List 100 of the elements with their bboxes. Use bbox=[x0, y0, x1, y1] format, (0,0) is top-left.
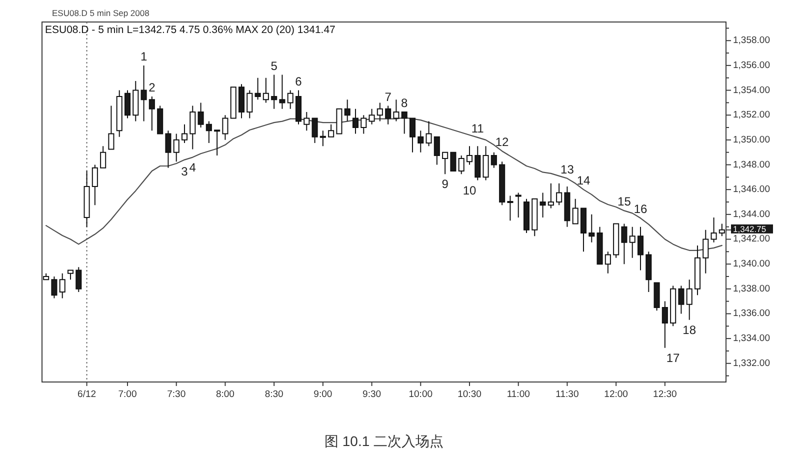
candlestick bbox=[662, 300, 668, 348]
value-label: 3 bbox=[181, 164, 188, 179]
candlestick bbox=[450, 152, 456, 172]
candlestick bbox=[206, 120, 212, 144]
x-tick-label: 12:30 bbox=[653, 389, 677, 400]
chart-subtitle: ESU08.D - 5 min L=1342.75 4.75 0.36% MAX 20 (20) 1341.47 bbox=[45, 24, 336, 36]
candlestick bbox=[694, 244, 701, 296]
x-tick-label: 8:30 bbox=[264, 389, 284, 400]
value-label: 18 bbox=[682, 322, 696, 337]
value-label: 13 bbox=[560, 162, 574, 176]
candlestick bbox=[271, 74, 278, 110]
candlestick bbox=[466, 146, 473, 166]
candlestick bbox=[312, 118, 318, 144]
candlestick bbox=[295, 90, 302, 125]
candlestick bbox=[532, 198, 538, 237]
candlestick bbox=[76, 266, 82, 292]
candlestick bbox=[686, 279, 692, 320]
candlestick bbox=[344, 99, 350, 122]
caption: 图 10.1 二次入场点 bbox=[324, 433, 444, 449]
candlestick bbox=[100, 146, 106, 168]
y-tick-label: 1,358.00 bbox=[733, 35, 770, 46]
candlestick bbox=[548, 182, 554, 209]
value-label: 2 bbox=[148, 80, 156, 94]
value-label: 11 bbox=[471, 121, 484, 136]
candlestick bbox=[116, 90, 122, 138]
candlestick bbox=[637, 226, 644, 271]
candlestick bbox=[84, 170, 90, 228]
value-label: 16 bbox=[634, 202, 648, 216]
x-tick-label: 12:00 bbox=[604, 389, 628, 400]
candlestick bbox=[670, 285, 676, 327]
x-tick-label: 6/12 bbox=[78, 389, 96, 400]
value-label: 6 bbox=[295, 74, 302, 88]
value-label: 14 bbox=[576, 174, 590, 188]
candlestick bbox=[556, 182, 562, 206]
x-tick-label: 8:00 bbox=[216, 389, 234, 400]
candlestick bbox=[393, 99, 400, 122]
y-tick-label: 1,334.00 bbox=[733, 333, 770, 344]
candlestick bbox=[304, 112, 310, 132]
candlestick bbox=[59, 272, 66, 299]
candlestick bbox=[710, 217, 717, 243]
candlestick bbox=[580, 208, 587, 252]
candlestick bbox=[499, 161, 506, 206]
y-tick-label: 1,350.00 bbox=[733, 134, 770, 146]
candlestick bbox=[426, 120, 432, 147]
candlestick bbox=[507, 195, 514, 222]
value-label: 7 bbox=[384, 90, 392, 104]
candlestick bbox=[523, 198, 530, 234]
candlestick bbox=[157, 105, 164, 134]
y-tick-label: 1,352.00 bbox=[733, 110, 770, 121]
x-tick-label: 7:00 bbox=[118, 389, 137, 400]
candlestick bbox=[434, 136, 440, 166]
y-tick-label: 1,342.00 bbox=[733, 234, 770, 245]
candlestick bbox=[124, 90, 131, 119]
candlestick bbox=[474, 146, 481, 181]
candlestick bbox=[564, 186, 570, 228]
candlestick bbox=[385, 105, 392, 125]
candlestick bbox=[401, 112, 408, 134]
candlestick bbox=[148, 96, 155, 132]
y-tick-label: 1,340.00 bbox=[733, 258, 770, 270]
candlestick bbox=[596, 226, 603, 265]
value-label: 9 bbox=[442, 177, 448, 192]
y-tick-label: 1,356.00 bbox=[733, 60, 770, 71]
candlestick bbox=[515, 192, 522, 218]
y-tick-label: 1,346.00 bbox=[733, 184, 770, 196]
candlestick bbox=[482, 146, 489, 181]
y-tick-label: 1,354.00 bbox=[733, 84, 770, 96]
candlestick bbox=[352, 108, 359, 134]
candlestick bbox=[458, 154, 464, 175]
candlestick bbox=[702, 229, 709, 274]
y-tick-label: 1,336.00 bbox=[733, 308, 770, 320]
candlestick bbox=[67, 270, 74, 280]
candlestick bbox=[190, 105, 196, 150]
candlestick bbox=[629, 226, 636, 258]
candlestick bbox=[51, 276, 58, 299]
candlestick bbox=[572, 198, 578, 224]
x-tick-label: 10:30 bbox=[458, 389, 482, 400]
candlestick bbox=[368, 108, 375, 125]
candlestick bbox=[678, 285, 684, 314]
candlestick bbox=[92, 164, 98, 206]
value-label: 12 bbox=[495, 135, 509, 150]
candlestick bbox=[181, 124, 188, 144]
candlestick bbox=[230, 86, 236, 119]
candlestick bbox=[214, 130, 220, 156]
candlestick bbox=[588, 214, 595, 243]
x-tick-label: 9:30 bbox=[362, 389, 382, 400]
x-tick-label: 7:30 bbox=[167, 389, 186, 400]
candlestick bbox=[238, 84, 245, 119]
candlestick bbox=[490, 152, 497, 168]
chart-title: ESU08.D 5 min Sep 2008 bbox=[52, 8, 150, 18]
candlestick bbox=[442, 152, 448, 175]
y-tick-label: 1,338.00 bbox=[733, 283, 770, 294]
candlestick bbox=[279, 74, 286, 110]
y-tick-label: 1,342.75 bbox=[733, 224, 766, 234]
candlestick bbox=[165, 130, 172, 168]
candlestick bbox=[132, 80, 139, 122]
candlestick bbox=[409, 118, 416, 153]
x-tick-label: 11:00 bbox=[506, 389, 530, 400]
value-label: 1 bbox=[140, 49, 148, 64]
value-label: 10 bbox=[462, 183, 476, 198]
candlestick bbox=[108, 105, 114, 150]
